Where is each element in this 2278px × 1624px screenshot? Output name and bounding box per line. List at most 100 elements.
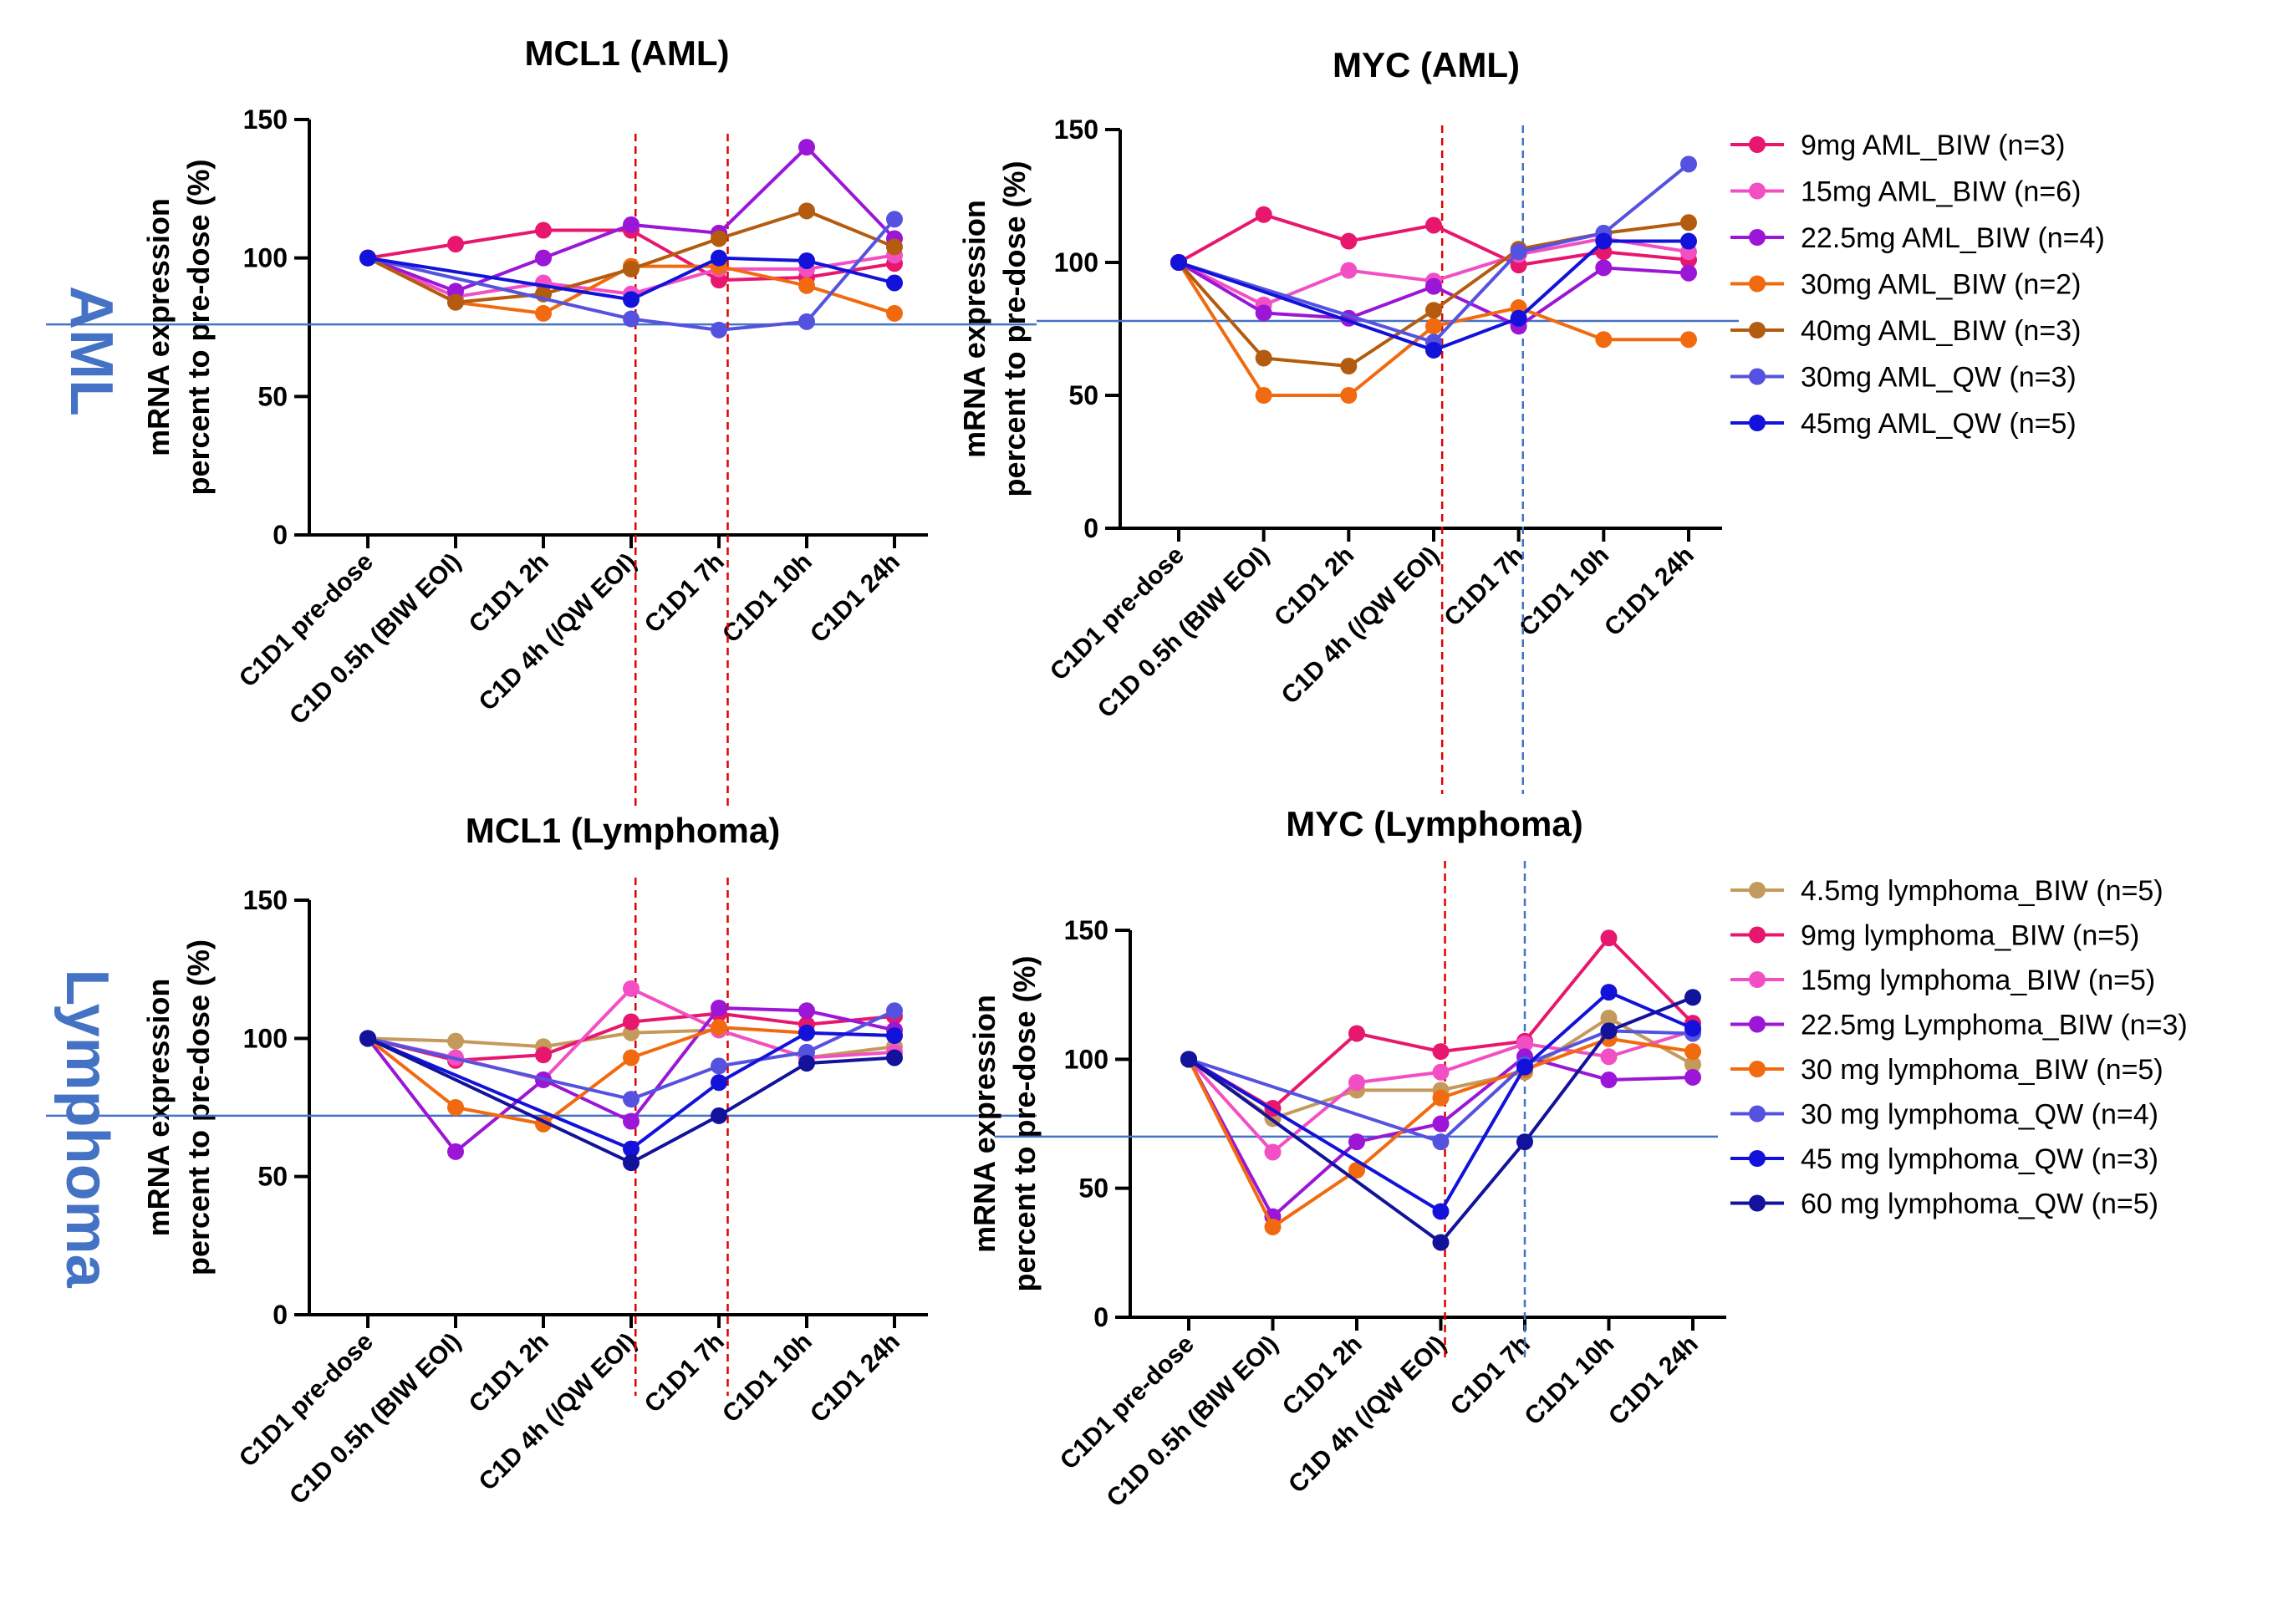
- y-tick-label: 50: [1068, 380, 1098, 410]
- data-point: [798, 202, 815, 220]
- data-point: [798, 252, 815, 269]
- data-point: [711, 249, 727, 267]
- data-point: [711, 230, 727, 247]
- data-point: [623, 216, 640, 233]
- data-point: [1516, 1035, 1533, 1052]
- x-tick-label: C1D 0.5h (BIW EOI): [1093, 542, 1275, 724]
- data-point: [1170, 254, 1187, 271]
- data-point: [1425, 341, 1442, 359]
- chart-title: MYC (Lymphoma): [1286, 804, 1582, 843]
- data-point: [623, 1112, 640, 1130]
- side-label-aml: AML: [58, 286, 125, 416]
- data-point: [1516, 1058, 1533, 1076]
- legend-label: 30 mg lymphoma_QW (n=4): [1801, 1099, 2158, 1131]
- data-point: [535, 249, 552, 267]
- x-tick-label: C1D1 10h: [717, 1328, 818, 1428]
- data-point: [535, 1046, 552, 1064]
- data-point: [1432, 1203, 1450, 1220]
- legend-swatch-marker: [1749, 882, 1766, 899]
- data-point: [1432, 1063, 1450, 1081]
- data-point: [886, 1049, 903, 1067]
- data-point: [1348, 1133, 1365, 1151]
- data-point: [1264, 1143, 1282, 1161]
- x-tick-label: C1D1 24h: [1599, 542, 1700, 642]
- legend-aml: 9mg AML_BIW (n=3) 15mg AML_BIW (n=6) 22.5m…: [1730, 130, 2105, 440]
- legend-swatch-marker: [1749, 182, 1766, 200]
- legend-label: 15mg AML_BIW (n=6): [1801, 176, 2081, 208]
- data-point: [798, 1002, 815, 1020]
- y-tick-label: 150: [1054, 115, 1098, 145]
- series-line: [1178, 237, 1689, 308]
- y-tick-label: 100: [1054, 247, 1098, 277]
- data-point: [1600, 929, 1618, 947]
- y-tick-label: 50: [257, 381, 288, 411]
- data-point: [1600, 1009, 1618, 1026]
- panel-mcl1-aml: MCL1 (AML) mRNA expression percent to pre-…: [46, 33, 1037, 809]
- chart-title: MCL1 (AML): [525, 33, 730, 73]
- data-point: [1255, 349, 1272, 367]
- data-point: [1516, 1133, 1533, 1151]
- y-tick-label: 0: [1093, 1302, 1108, 1332]
- x-tick-label: C1D 0.5h (BIW EOI): [284, 1328, 466, 1510]
- x-tick-label: C1D1 7h: [1439, 542, 1529, 632]
- data-point: [711, 321, 727, 339]
- legend-swatch-marker: [1749, 229, 1766, 246]
- data-point: [623, 1091, 640, 1108]
- data-point: [447, 236, 464, 253]
- x-tick-label: C1D1 2h: [1277, 1331, 1368, 1421]
- data-point: [886, 238, 903, 256]
- data-point: [1255, 304, 1272, 322]
- x-tick-label: C1D 4h (/QW EOI): [1283, 1331, 1451, 1499]
- data-point: [1680, 331, 1697, 349]
- data-point: [623, 1013, 640, 1031]
- chart-title: MCL1 (Lymphoma): [466, 811, 780, 850]
- legend-label: 22.5mg AML_BIW (n=4): [1801, 222, 2105, 254]
- chart-title: MYC (AML): [1333, 45, 1520, 84]
- data-point: [1348, 1074, 1365, 1092]
- data-point: [535, 304, 552, 322]
- x-tick-label: C1D1 24h: [805, 548, 905, 649]
- x-tick-label: C1D1 7h: [640, 548, 730, 639]
- legend-label: 45 mg lymphoma_QW (n=3): [1801, 1143, 2158, 1175]
- legend-label: 15mg lymphoma_BIW (n=5): [1801, 965, 2155, 996]
- x-tick-label: C1D1 24h: [805, 1328, 905, 1428]
- data-point: [1340, 262, 1358, 279]
- legend-swatch-marker: [1749, 136, 1766, 153]
- legend-swatch-marker: [1749, 1105, 1766, 1123]
- legend-label: 40mg AML_BIW (n=3): [1801, 315, 2081, 347]
- data-point: [1595, 331, 1613, 349]
- data-point: [798, 313, 815, 330]
- data-point: [447, 1143, 464, 1160]
- y-tick-label: 50: [257, 1162, 288, 1192]
- legend-swatch-marker: [1749, 971, 1766, 988]
- x-tick-label: C1D1 2h: [464, 548, 554, 639]
- data-point: [1595, 259, 1613, 277]
- data-point: [1684, 1043, 1701, 1061]
- data-point: [886, 274, 903, 292]
- x-tick-label: C1D1 24h: [1603, 1331, 1704, 1431]
- data-point: [1600, 1048, 1618, 1066]
- data-point: [798, 139, 815, 156]
- y-axis-label: percent to pre-dose (%): [997, 160, 1032, 496]
- legend-label: 60 mg lymphoma_QW (n=5): [1801, 1189, 2158, 1220]
- legend-label: 30mg AML_QW (n=3): [1801, 362, 2077, 394]
- data-point: [535, 221, 552, 239]
- data-point: [1684, 1068, 1701, 1086]
- y-tick-label: 150: [1064, 915, 1108, 945]
- x-tick-label: C1D1 7h: [1445, 1331, 1536, 1421]
- y-axis-label: percent to pre-dose (%): [181, 939, 216, 1275]
- data-point: [1255, 387, 1272, 404]
- data-point: [886, 1002, 903, 1020]
- y-axis-label: mRNA expression: [141, 198, 176, 456]
- legend-label: 9mg lymphoma_BIW (n=5): [1801, 920, 2139, 952]
- data-point: [798, 277, 815, 294]
- x-tick-label: C1D 4h (/QW EOI): [1277, 542, 1445, 710]
- data-point: [1180, 1051, 1197, 1068]
- data-point: [1425, 216, 1442, 234]
- data-point: [1684, 1056, 1701, 1073]
- data-point: [798, 1024, 815, 1041]
- y-axis-label: mRNA expression: [967, 995, 1001, 1253]
- legend-swatch-marker: [1749, 275, 1766, 293]
- data-point: [1432, 1234, 1450, 1251]
